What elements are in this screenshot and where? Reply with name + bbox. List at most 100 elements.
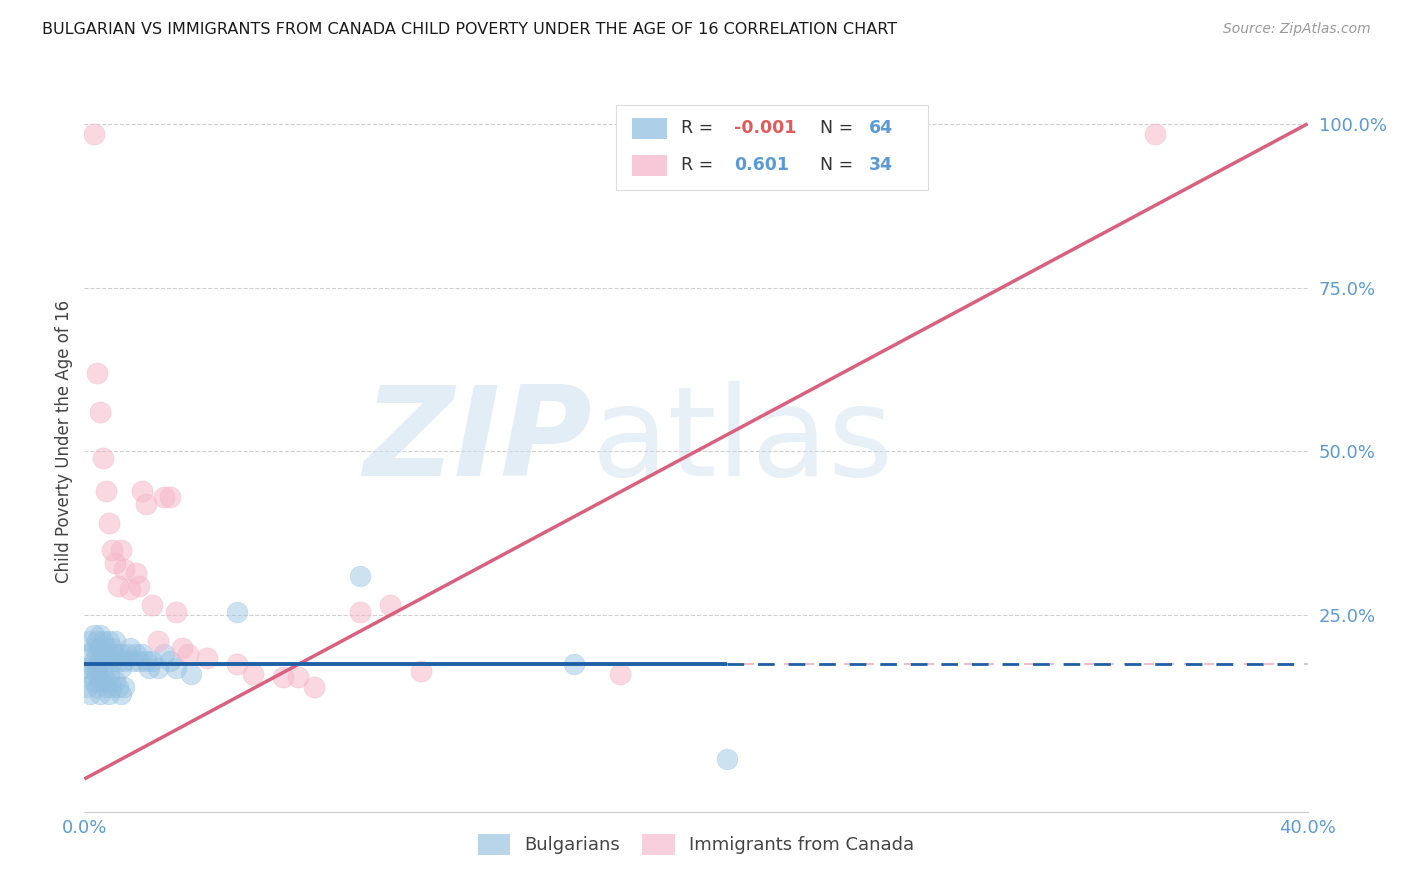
Point xyxy=(86,366,108,380)
Point xyxy=(94,673,117,688)
Point xyxy=(380,599,402,613)
Point xyxy=(91,673,114,688)
Text: 0.601: 0.601 xyxy=(734,156,789,174)
Point xyxy=(159,654,181,668)
Text: N =: N = xyxy=(820,156,858,174)
Point xyxy=(86,634,108,648)
Point xyxy=(79,687,101,701)
Point xyxy=(97,634,120,648)
Point xyxy=(107,654,129,668)
Point xyxy=(226,605,249,619)
Text: -0.001: -0.001 xyxy=(734,120,796,137)
Point xyxy=(122,654,145,668)
Point xyxy=(128,654,150,668)
Point xyxy=(86,667,108,681)
Point xyxy=(716,752,738,766)
Point xyxy=(131,483,153,498)
Point xyxy=(110,687,132,701)
Point xyxy=(165,605,187,619)
Point xyxy=(89,640,111,655)
Point xyxy=(135,654,157,668)
Point xyxy=(165,660,187,674)
FancyBboxPatch shape xyxy=(633,155,666,176)
Point xyxy=(349,569,371,583)
Text: BULGARIAN VS IMMIGRANTS FROM CANADA CHILD POVERTY UNDER THE AGE OF 16 CORRELATIO: BULGARIAN VS IMMIGRANTS FROM CANADA CHIL… xyxy=(42,22,897,37)
Point xyxy=(94,483,117,498)
Point xyxy=(138,660,160,674)
Point xyxy=(107,680,129,694)
Point xyxy=(141,599,163,613)
Point xyxy=(94,680,117,694)
Point xyxy=(94,640,117,655)
Point xyxy=(86,660,108,674)
Point xyxy=(180,667,202,681)
Point xyxy=(409,664,432,678)
Point xyxy=(83,628,105,642)
Point xyxy=(83,640,105,655)
Point xyxy=(79,667,101,681)
Point xyxy=(86,648,108,662)
Text: R =: R = xyxy=(682,156,718,174)
Point xyxy=(91,634,114,648)
Point xyxy=(146,660,169,674)
Point xyxy=(89,628,111,642)
Point xyxy=(79,634,101,648)
Text: N =: N = xyxy=(820,120,858,137)
Point xyxy=(135,497,157,511)
Point xyxy=(104,556,127,570)
Point xyxy=(97,648,120,662)
Point xyxy=(89,687,111,701)
Point xyxy=(287,670,309,684)
Point xyxy=(83,660,105,674)
Point xyxy=(172,640,194,655)
FancyBboxPatch shape xyxy=(633,118,666,139)
Point xyxy=(153,490,176,504)
Point xyxy=(97,667,120,681)
Text: 34: 34 xyxy=(869,156,893,174)
Text: R =: R = xyxy=(682,120,718,137)
Point xyxy=(349,605,371,619)
Point xyxy=(83,127,105,141)
Point xyxy=(79,648,101,662)
Point xyxy=(131,648,153,662)
Point xyxy=(76,660,98,674)
Point xyxy=(115,648,138,662)
Point xyxy=(146,634,169,648)
Point xyxy=(101,542,124,557)
Point xyxy=(83,654,105,668)
Point xyxy=(112,562,135,576)
Point xyxy=(177,648,200,662)
FancyBboxPatch shape xyxy=(616,104,928,190)
Point xyxy=(302,680,325,694)
Point xyxy=(112,680,135,694)
Point xyxy=(104,634,127,648)
Point xyxy=(153,648,176,662)
Point xyxy=(76,680,98,694)
Point xyxy=(120,640,142,655)
Point xyxy=(104,673,127,688)
Point xyxy=(141,654,163,668)
Y-axis label: Child Poverty Under the Age of 16: Child Poverty Under the Age of 16 xyxy=(55,300,73,583)
Point xyxy=(94,654,117,668)
Point xyxy=(86,680,108,694)
Point xyxy=(128,579,150,593)
Point xyxy=(120,582,142,596)
Point xyxy=(271,670,294,684)
Legend: Bulgarians, Immigrants from Canada: Bulgarians, Immigrants from Canada xyxy=(478,834,914,855)
Point xyxy=(159,490,181,504)
Point xyxy=(242,667,264,681)
Point xyxy=(107,579,129,593)
Text: ZIP: ZIP xyxy=(363,381,592,502)
Point xyxy=(125,566,148,580)
Point xyxy=(609,667,631,681)
Point xyxy=(110,648,132,662)
Point xyxy=(110,542,132,557)
Point xyxy=(226,657,249,672)
Point xyxy=(89,405,111,419)
Point xyxy=(91,648,114,662)
Point xyxy=(562,657,585,672)
Point xyxy=(91,667,114,681)
Point xyxy=(83,673,105,688)
Point xyxy=(112,654,135,668)
Point xyxy=(1143,127,1166,141)
